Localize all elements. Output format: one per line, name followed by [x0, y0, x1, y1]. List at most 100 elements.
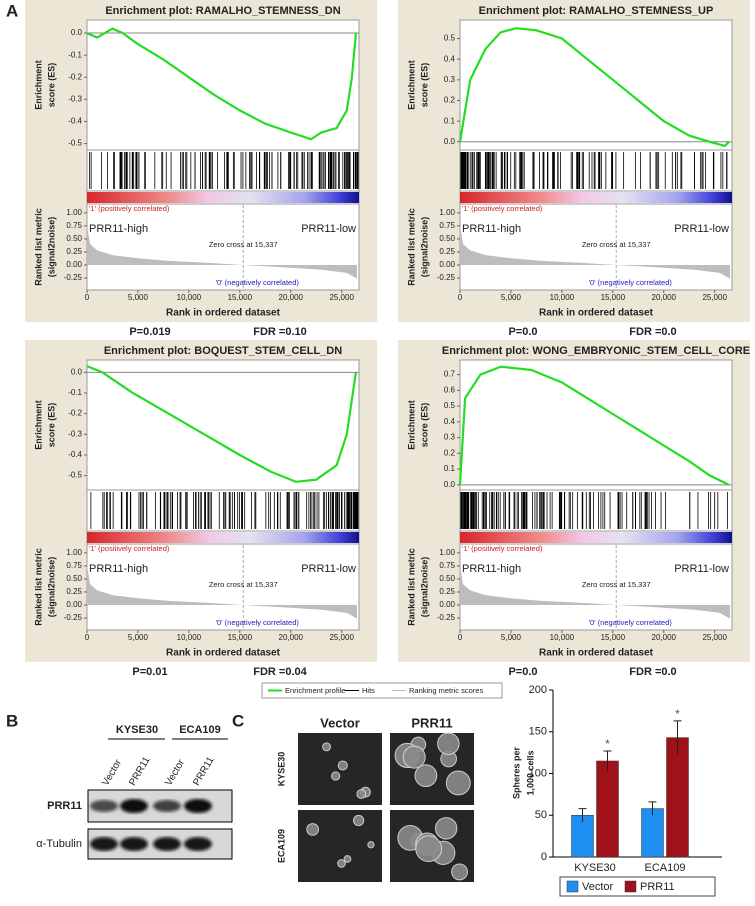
lane-label: PRR11 — [127, 755, 152, 788]
sphere — [415, 835, 443, 863]
metric-tick-label: 0.50 — [439, 574, 455, 583]
neg-label: '0' (negatively correlated) — [216, 278, 300, 287]
metric-axis-title: Ranked list metric — [33, 208, 43, 286]
x-tick-label: 10,000 — [177, 293, 202, 302]
blot-row-label: PRR11 — [47, 800, 82, 812]
metric-tick-label: 1.00 — [439, 548, 455, 557]
pos-label: '1' (positively correlated) — [89, 544, 170, 553]
legend-swatch — [566, 880, 579, 893]
neg-label: '0' (negatively correlated) — [216, 618, 300, 627]
x-tick-label: 10,000 — [177, 633, 202, 642]
fdr-value: FDR =0.04 — [253, 666, 307, 678]
metric-axis-title: Ranked list metric — [406, 208, 416, 286]
panel-label: A — [6, 1, 18, 20]
band — [90, 837, 118, 851]
y-tick-label: 0.1 — [444, 116, 456, 125]
y-axis-title: score (ES) — [419, 403, 429, 448]
sphere — [434, 817, 458, 840]
sphere — [414, 764, 438, 788]
y-axis-title: score (ES) — [46, 63, 56, 108]
band — [120, 837, 148, 851]
low-label: PRR11-low — [674, 563, 729, 575]
metric-tick-label: 0.25 — [439, 247, 455, 256]
high-label: PRR11-high — [462, 223, 521, 235]
x-tick-label: 0 — [85, 633, 90, 642]
x-tick-label: 15,000 — [601, 293, 626, 302]
sphere — [343, 855, 352, 863]
x-tick-label: 20,000 — [279, 293, 304, 302]
sphere — [352, 814, 365, 827]
sphere — [445, 770, 471, 796]
y-tick-label: -0.3 — [68, 94, 82, 103]
y-tick-label: -0.4 — [68, 450, 82, 459]
y-tick-label: 0.5 — [444, 34, 456, 43]
error-bar — [578, 808, 587, 822]
sphere — [402, 745, 426, 769]
x-tick-label: 0 — [458, 633, 463, 642]
legend-label: PRR11 — [640, 881, 675, 893]
low-label: PRR11-low — [674, 223, 729, 235]
legend-label: Ranking metric scores — [409, 686, 483, 695]
y-tick-label: 0.3 — [444, 75, 456, 84]
metric-tick-label: 0.25 — [66, 587, 82, 596]
metric-tick-label: -0.25 — [437, 613, 456, 622]
plot-area — [459, 359, 733, 631]
sphere — [322, 742, 332, 752]
x-tick-label: 5,000 — [501, 293, 522, 302]
zero-cross-label: Zero cross at 15,337 — [209, 240, 278, 249]
x-axis-title: Rank in ordered dataset — [539, 308, 654, 319]
metric-tick-label: 0.75 — [439, 561, 455, 570]
x-tick-label: 20,000 — [652, 293, 677, 302]
low-label: PRR11-low — [301, 223, 356, 235]
bar — [666, 737, 689, 858]
x-axis-title: Rank in ordered dataset — [166, 648, 281, 659]
pos-label: '1' (positively correlated) — [462, 544, 543, 553]
y-tick-label: 0.4 — [444, 417, 456, 426]
band — [184, 799, 212, 813]
y-axis-title: Enrichment — [406, 60, 416, 110]
x-tick-label: 20,000 — [279, 633, 304, 642]
legend-box — [559, 876, 716, 897]
zero-cross-label: Zero cross at 15,337 — [582, 580, 651, 589]
band — [120, 799, 148, 813]
fdr-value: FDR =0.10 — [253, 326, 307, 338]
color-bar — [460, 532, 732, 543]
ranked-metric — [460, 565, 730, 619]
metric-tick-label: 1.00 — [66, 548, 82, 557]
y-tick-label: -0.5 — [68, 471, 82, 480]
x-tick-label: 15,000 — [228, 293, 253, 302]
metric-tick-label: 0.25 — [439, 587, 455, 596]
metric-tick-label: 0.75 — [66, 561, 82, 570]
y-tick-label: -0.1 — [68, 388, 82, 397]
sphere — [306, 823, 320, 836]
y-tick-label: 150 — [529, 726, 547, 738]
es-line — [86, 365, 357, 483]
bar — [596, 760, 619, 858]
row-label: ECA109 — [276, 829, 286, 863]
y-tick-label: 0.0 — [71, 367, 83, 376]
panel-label: C — [232, 711, 244, 730]
y-axis-title: score (ES) — [46, 403, 56, 448]
legend-label: Vector — [582, 881, 614, 893]
metric-axis-title: (signal2noise) — [419, 557, 429, 618]
x-tick-label: 5,000 — [128, 293, 149, 302]
y-tick-label: 0.0 — [444, 480, 456, 489]
band — [153, 800, 181, 812]
y-tick-label: 50 — [535, 809, 547, 821]
metric-tick-label: 0.25 — [66, 247, 82, 256]
x-tick-label: ECA109 — [645, 862, 686, 874]
ranked-metric — [87, 225, 357, 279]
color-bar — [87, 532, 359, 543]
neg-label: '0' (negatively correlated) — [589, 278, 673, 287]
metric-tick-label: 0.50 — [439, 234, 455, 243]
metric-tick-label: -0.25 — [437, 273, 456, 282]
x-tick-label: KYSE30 — [574, 862, 616, 874]
sphere — [337, 760, 348, 771]
x-tick-label: 10,000 — [550, 293, 575, 302]
y-tick-label: 0.2 — [444, 96, 456, 105]
x-axis-title: Rank in ordered dataset — [166, 308, 281, 319]
plot-title: Enrichment plot: BOQUEST_STEM_CELL_DN — [104, 345, 342, 357]
metric-tick-label: 0.00 — [439, 600, 455, 609]
plot-title: Enrichment plot: WONG_EMBRYONIC_STEM_CEL… — [442, 345, 750, 357]
